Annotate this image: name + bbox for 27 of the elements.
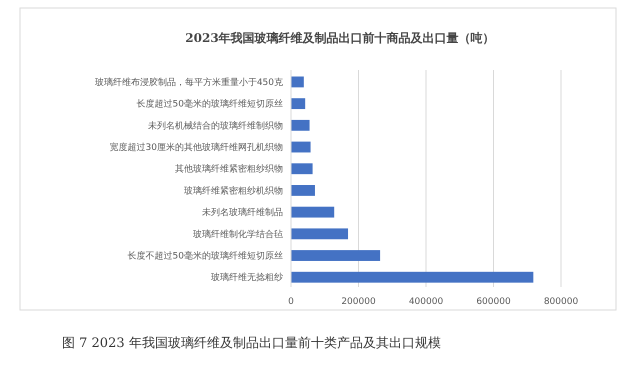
x-tick-label: 200000 [341,297,376,307]
y-tick-label: 未列名玻璃纤维制品 [202,207,283,218]
x-tick-label: 600000 [476,297,511,307]
y-tick-label: 玻璃纤维无捻粗纱 [211,272,283,284]
y-tick-label: 其他玻璃纤维紧密粗纱织物 [175,164,283,175]
y-tick-label: 玻璃纤维布浸胶制品，每平方米重量小于450克 [94,76,283,88]
y-tick-label: 宽度超过30厘米的其他玻璃纤维网孔机织物 [110,142,283,154]
bar [291,228,348,240]
bar [291,163,313,174]
y-tick-label: 玻璃纤维紧密粗纱机织物 [184,185,283,196]
x-tick-label: 0 [288,297,294,307]
chart-title: 2023年我国玻璃纤维及制品出口前十商品及出口量（吨） [185,31,495,45]
caption: 图 7 2023 年我国玻璃纤维及制品出口量前十类产品及其出口规模 [62,336,441,351]
x-tick-label: 400000 [408,297,444,307]
bar [291,185,315,196]
bar [291,206,334,218]
y-tick-label: 长度超过50毫米的玻璃纤维短切原丝 [136,98,283,110]
bar [291,120,310,131]
y-tick-label: 未列名机械结合的玻璃纤维制织物 [148,120,283,132]
y-tick-label: 长度不超过50毫米的玻璃纤维短切原丝 [128,250,283,262]
bar [291,142,311,152]
bar [291,272,534,283]
bar [291,98,306,110]
bar [291,76,304,88]
x-tick-label: 800000 [544,297,578,307]
bar [291,250,380,261]
y-tick-label: 玻璃纤维制化学结合毡 [193,228,283,240]
